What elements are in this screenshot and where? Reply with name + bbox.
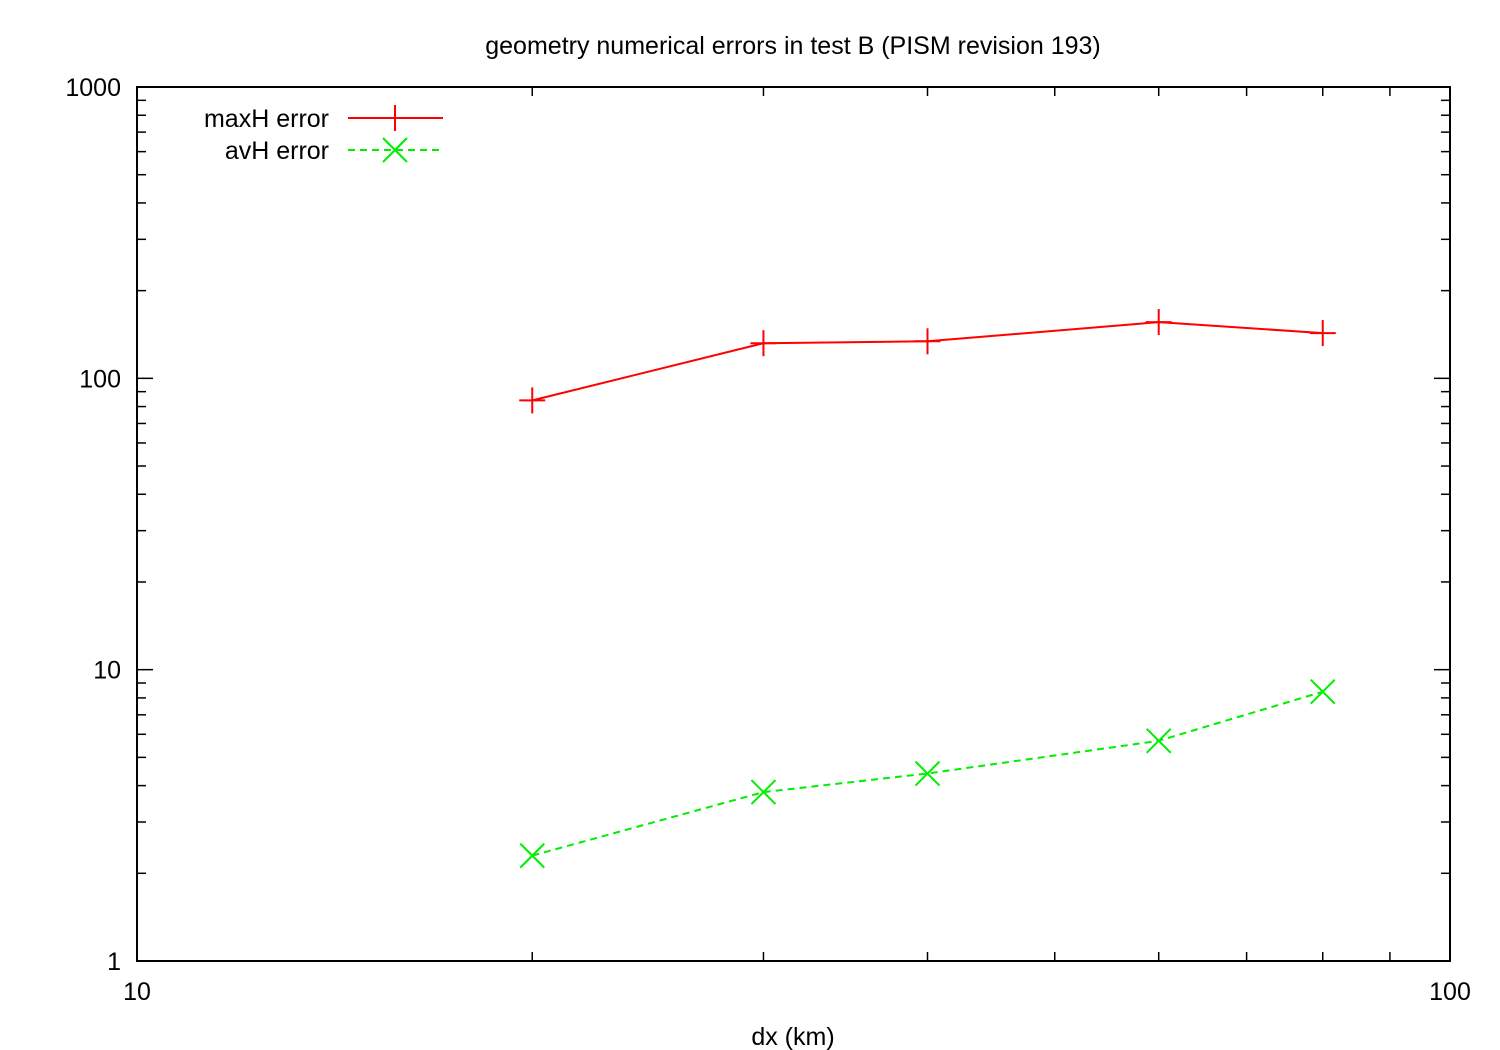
- marker-stroke: [1146, 728, 1172, 754]
- data-point-avh-error: [914, 760, 941, 787]
- marker-stroke: [519, 842, 545, 869]
- y-tick-label: 100: [79, 365, 121, 393]
- series-line-avh-error: [532, 690, 1324, 857]
- data-point-avh-error: [1146, 728, 1172, 754]
- marker-stroke: [382, 137, 408, 163]
- x-axis-label: dx (km): [751, 1023, 834, 1050]
- series-layer: [519, 309, 1336, 869]
- marker-stroke: [750, 779, 777, 805]
- data-point-maxh-error: [1309, 320, 1336, 347]
- data-point-avh-error: [519, 842, 545, 869]
- legend-label-maxh-error: maxH error: [204, 105, 329, 133]
- axis-ticks: [136, 86, 1451, 962]
- data-point-maxh-error: [1145, 309, 1172, 336]
- legend-marker-maxh-error: [382, 105, 408, 131]
- marker-stroke: [1310, 679, 1336, 705]
- data-point-avh-error: [1310, 679, 1336, 705]
- marker-stroke: [914, 760, 941, 787]
- legend-label-avh-error: avH error: [225, 137, 329, 165]
- legend-marker-avh-error: [382, 137, 408, 163]
- data-point-avh-error: [750, 779, 777, 805]
- x-tick-label: 100: [1429, 978, 1471, 1006]
- data-point-maxh-error: [519, 387, 546, 414]
- data-point-maxh-error: [914, 328, 941, 355]
- x-tick-label: 10: [123, 978, 151, 1006]
- chart-title: geometry numerical errors in test B (PIS…: [485, 32, 1101, 60]
- data-point-maxh-error: [750, 330, 777, 357]
- series-maxh-error: [519, 309, 1336, 414]
- y-tick-label: 1000: [65, 74, 121, 102]
- plot-frame: [136, 86, 1451, 962]
- y-tick-label: 10: [93, 657, 121, 685]
- legend: maxH error avH error: [204, 105, 443, 165]
- series-avh-error: [519, 679, 1336, 869]
- y-tick-label: 1: [107, 948, 121, 976]
